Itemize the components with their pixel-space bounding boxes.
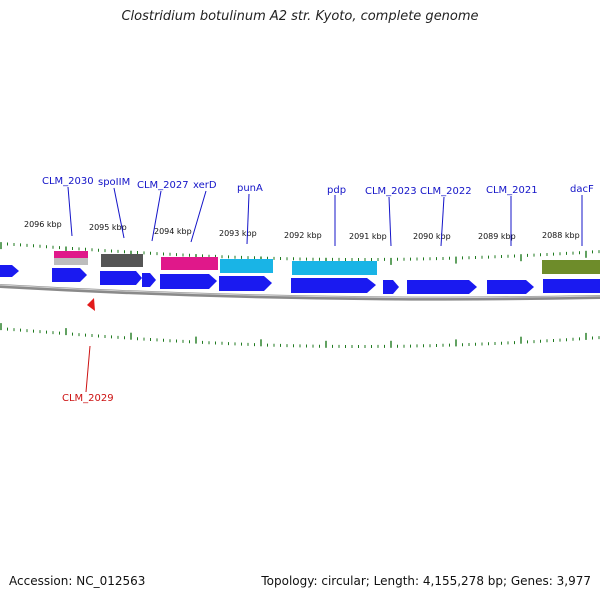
gene-leader-line-red [85,345,91,393]
kbp-label: 2088 kbp [542,231,580,240]
genome-backbone-highlight [0,284,600,299]
accession-text: Accession: NC_012563 [9,574,146,588]
gene-label-clm-2027[interactable]: CLM_2027 [137,180,189,191]
gene-label-puna[interactable]: punA [237,183,263,194]
feature-xerd[interactable] [161,257,218,270]
cds-arrow[interactable] [160,274,217,289]
cds-arrow[interactable] [543,279,600,293]
cds-arrow[interactable] [407,280,477,294]
kbp-label: 2090 kbp [413,232,451,241]
map-title: Clostridium botulinum A2 str. Kyoto, com… [121,9,479,24]
cds-arrow[interactable] [219,276,272,291]
kbp-label: 2091 kbp [349,232,387,241]
reverse-feature-clm-2029[interactable] [87,298,95,311]
feature-puna[interactable] [220,259,273,273]
kbp-label: 2094 kbp [154,227,192,236]
cds-arrow[interactable] [291,278,376,293]
feature-dacf[interactable] [542,260,600,274]
kbp-label: 2095 kbp [89,223,127,232]
tick-row-bottom [0,323,600,348]
cds-arrow[interactable] [52,268,87,282]
gene-label-pdp[interactable]: pdp [327,185,346,196]
kbp-label: 2093 kbp [219,229,257,238]
feature-spoiim[interactable] [101,254,143,267]
genome-backbone [0,284,600,301]
kbp-label: 2089 kbp [478,232,516,241]
gene-label-spoiim[interactable]: spoIIM [98,177,130,188]
feature-pdp[interactable] [292,261,377,275]
cds-arrow[interactable] [487,280,534,294]
cds-arrow[interactable] [0,265,19,277]
cds-track [0,265,600,294]
feature-clm-2030-gray[interactable] [54,258,88,265]
feature-track-upper [54,251,600,275]
gene-label-clm-2021[interactable]: CLM_2021 [486,185,538,196]
gene-label-clm-2030[interactable]: CLM_2030 [42,176,94,187]
genome-summary-text: Topology: circular; Length: 4,155,278 bp… [261,574,591,588]
cds-arrow[interactable] [142,273,156,287]
gene-label-clm-2029[interactable]: CLM_2029 [62,393,114,404]
kbp-label: 2096 kbp [24,220,62,229]
cds-arrow[interactable] [100,271,142,285]
cds-arrow[interactable] [383,280,399,294]
kbp-label: 2092 kbp [284,231,322,240]
gene-label-clm-2022[interactable]: CLM_2022 [420,186,472,197]
gene-label-dacf[interactable]: dacF [570,184,594,195]
feature-clm-2030-magenta[interactable] [54,251,88,258]
gene-label-xerd[interactable]: xerD [193,180,217,191]
gene-leader-lines [67,186,583,247]
gene-label-clm-2023[interactable]: CLM_2023 [365,186,417,197]
